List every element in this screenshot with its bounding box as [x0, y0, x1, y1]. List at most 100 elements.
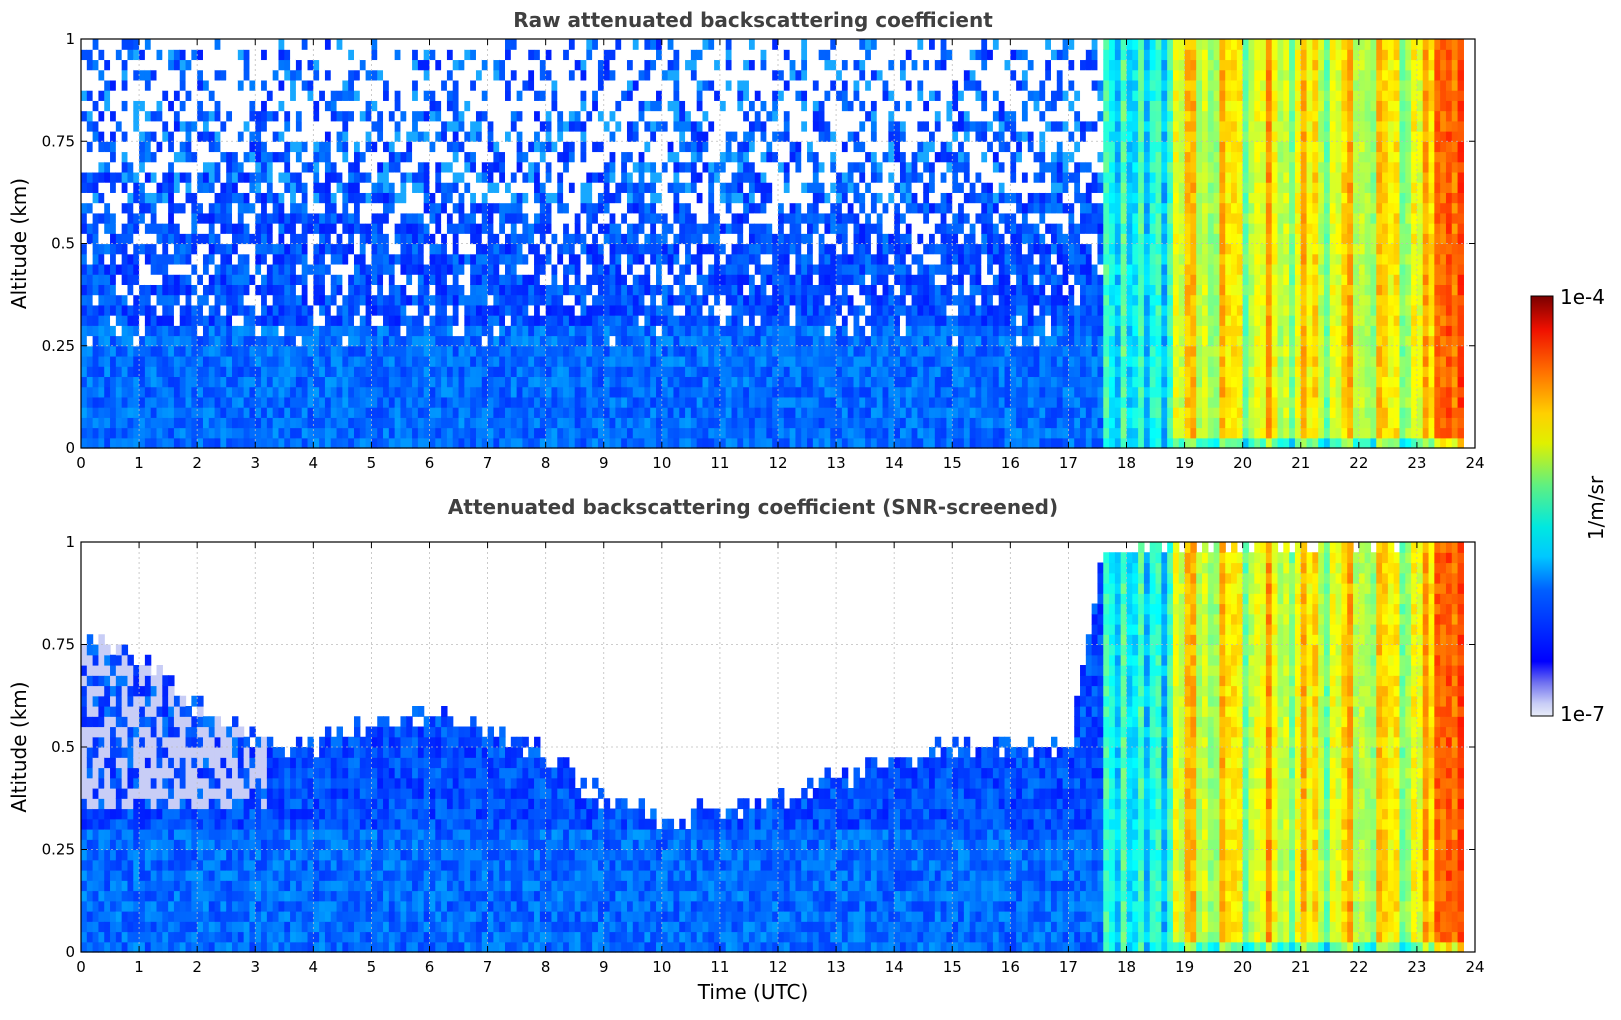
heat-cell [528, 438, 534, 449]
heat-cell [551, 417, 557, 428]
heat-cell [726, 376, 732, 387]
heat-cell [244, 346, 250, 357]
heat-cell [534, 111, 540, 122]
heat-cell [371, 151, 377, 162]
heat-cell [278, 162, 284, 173]
heat-cell [604, 428, 610, 439]
heat-cell [435, 213, 441, 224]
heat-cell [377, 70, 383, 81]
heat-cell [615, 438, 621, 449]
heat-cell [273, 366, 279, 377]
heat-cell [749, 172, 755, 183]
heat-cell [592, 233, 598, 244]
heat-cell [313, 284, 319, 295]
heat-cell [476, 428, 482, 439]
heat-cell [435, 284, 441, 295]
heat-cell [284, 325, 290, 336]
heat-cell [790, 172, 796, 183]
heat-cell [127, 111, 133, 122]
heat-cell [226, 407, 232, 418]
heat-cell [697, 305, 703, 316]
heat-cell [557, 39, 563, 50]
heat-cell [697, 182, 703, 193]
heat-cell [650, 213, 656, 224]
heat-cell [679, 100, 685, 111]
heat-cell [430, 417, 436, 428]
heat-cell [737, 274, 743, 285]
heat-cell [284, 213, 290, 224]
heat-cell [116, 274, 122, 285]
heat-cell [395, 70, 401, 81]
heat-cell [354, 111, 360, 122]
heat-cell [412, 305, 418, 316]
heat-cell [151, 141, 157, 152]
heat-cell [569, 295, 575, 306]
heat-cell [790, 100, 796, 111]
heat-cell [772, 407, 778, 418]
heat-cell [604, 397, 610, 408]
heat-cell [232, 111, 238, 122]
heat-cell [226, 233, 232, 244]
heat-cell [244, 59, 250, 70]
heat-cell [418, 59, 424, 70]
heat-cell [139, 376, 145, 387]
heat-cell [261, 141, 267, 152]
heat-cell [244, 407, 250, 418]
heat-cell [296, 141, 302, 152]
heat-cell [761, 284, 767, 295]
heat-cell [732, 233, 738, 244]
heat-cell [162, 407, 168, 418]
heat-cell [755, 121, 761, 132]
heat-cell [534, 131, 540, 142]
heat-cell [453, 366, 459, 377]
heat-cell [546, 70, 552, 81]
heat-cell [400, 254, 406, 265]
heat-cell [685, 233, 691, 244]
heat-cell [563, 295, 569, 306]
heat-cell [139, 162, 145, 173]
heat-cell [116, 376, 122, 387]
heat-cell [662, 264, 668, 275]
heat-cell [139, 100, 145, 111]
heat-cell [621, 182, 627, 193]
heat-cell [743, 223, 749, 234]
heat-cell [348, 39, 354, 50]
heat-cell [180, 70, 186, 81]
heat-cell [290, 111, 296, 122]
heat-cell [302, 223, 308, 234]
heat-cell [290, 59, 296, 70]
heat-cell [331, 141, 337, 152]
heat-cell [790, 141, 796, 152]
heat-cell [691, 141, 697, 152]
heat-cell [650, 80, 656, 91]
heat-cell [604, 80, 610, 91]
heat-cell [255, 387, 261, 398]
heat-cell [244, 111, 250, 122]
heat-cell [517, 59, 523, 70]
heat-cell [296, 192, 302, 203]
heat-cell [220, 70, 226, 81]
heat-cell [801, 141, 807, 152]
heat-cell [517, 264, 523, 275]
heat-cell [383, 315, 389, 326]
heat-cell [592, 417, 598, 428]
heat-cell [122, 39, 128, 50]
heat-cell [354, 407, 360, 418]
heat-cell [679, 366, 685, 377]
heat-cell [430, 90, 436, 101]
heat-cell [488, 428, 494, 439]
heat-cell [517, 284, 523, 295]
heat-cell [267, 305, 273, 316]
heat-cell [290, 151, 296, 162]
heat-cell [290, 70, 296, 81]
heat-cell [546, 274, 552, 285]
heat-cell [186, 264, 192, 275]
heat-cell [354, 70, 360, 81]
heat-cell [313, 407, 319, 418]
heat-cell [615, 428, 621, 439]
heat-cell [743, 325, 749, 336]
heat-cell [249, 172, 255, 183]
heat-cell [790, 111, 796, 122]
heat-cell [551, 336, 557, 347]
heat-cell [563, 366, 569, 377]
